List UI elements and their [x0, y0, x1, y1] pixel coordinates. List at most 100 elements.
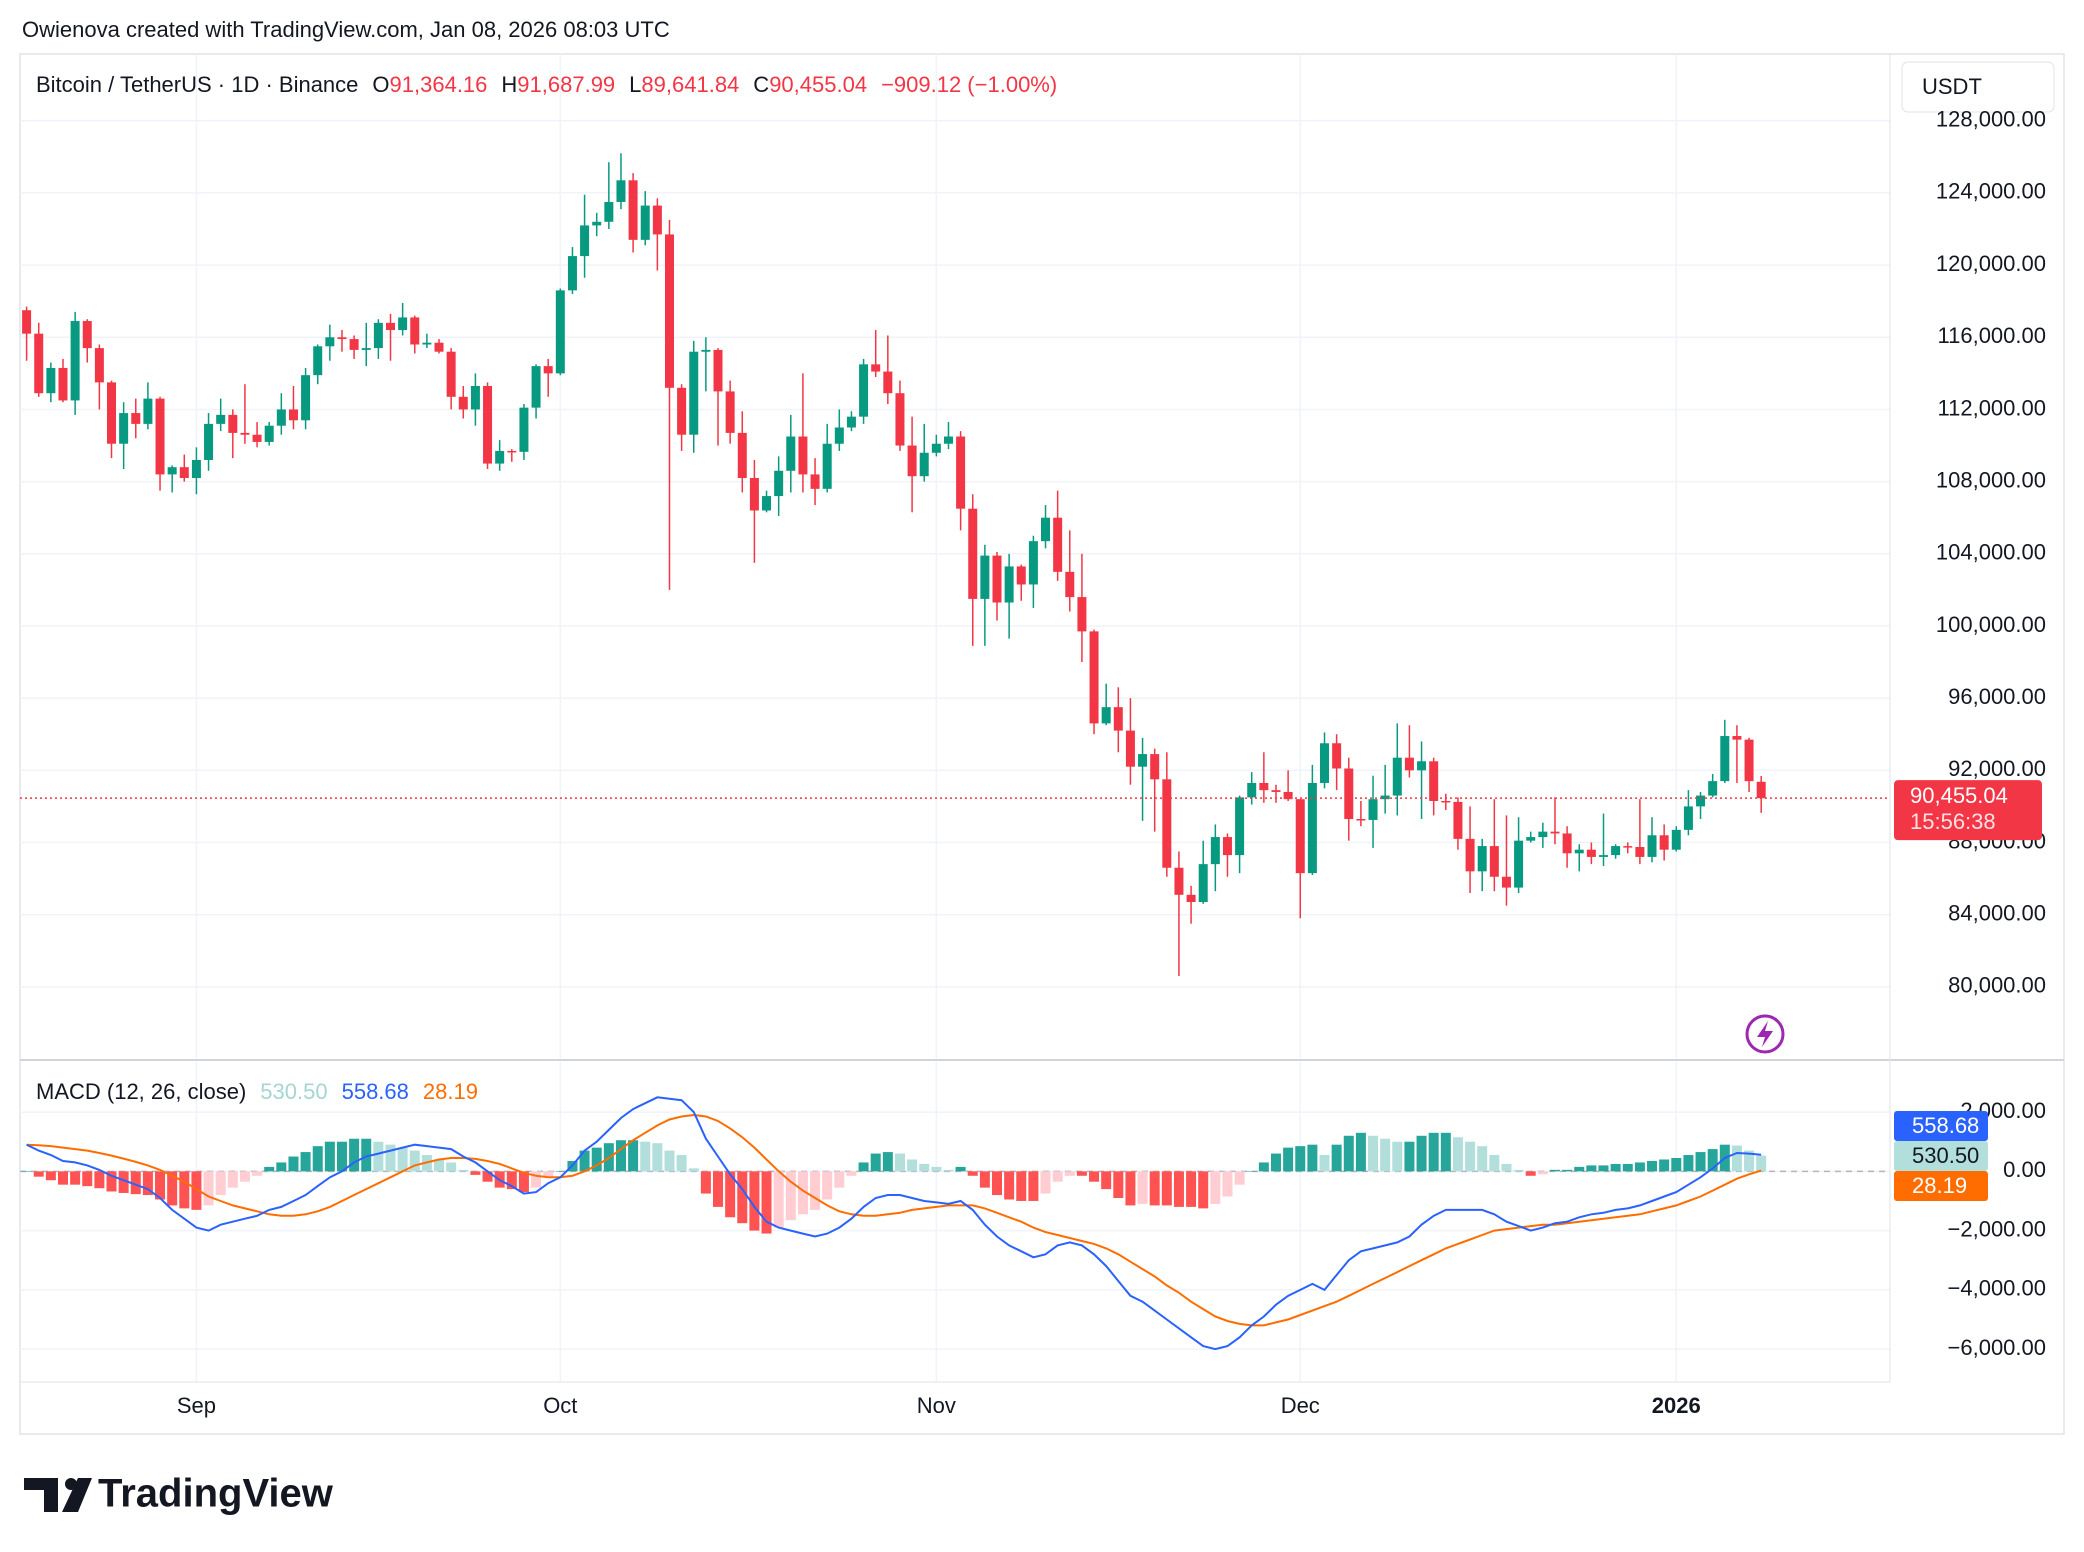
histogram-bar	[373, 1141, 384, 1172]
histogram-bar	[1125, 1171, 1136, 1206]
attribution: Owienova created with TradingView.com, J…	[22, 17, 670, 42]
candle-body	[313, 346, 323, 376]
currency[interactable]: USDT	[1922, 74, 1982, 99]
histogram-bar	[640, 1141, 651, 1172]
histogram-bar	[470, 1171, 481, 1175]
candle-body	[386, 322, 395, 331]
grid	[20, 54, 1890, 1382]
candle-body	[1550, 831, 1560, 834]
candle-body	[470, 385, 480, 410]
legend-key: O	[372, 72, 389, 97]
candle-body	[895, 393, 905, 446]
histogram-bar	[518, 1171, 529, 1193]
candle-body	[931, 443, 941, 453]
histogram-bar	[1222, 1171, 1233, 1197]
histogram-bar	[1404, 1141, 1415, 1172]
candle-body	[1065, 571, 1075, 598]
candle-body	[1271, 790, 1281, 792]
candle-body	[737, 432, 747, 479]
histogram-bar	[1501, 1163, 1512, 1172]
candle-body	[1077, 597, 1087, 632]
histogram-bar	[992, 1171, 1002, 1196]
x-tick-label: Sep	[177, 1393, 216, 1418]
brand: TradingView	[98, 1472, 334, 1516]
histogram-bar	[1392, 1141, 1403, 1172]
candle-body	[943, 436, 953, 444]
currency-button[interactable]	[1901, 61, 2055, 113]
candle-body	[495, 450, 505, 464]
candle-body	[1392, 757, 1402, 796]
candle-body	[58, 367, 68, 401]
histogram-bar	[1756, 1155, 1767, 1172]
histogram-bar	[1598, 1165, 1609, 1172]
candle-body	[580, 225, 590, 257]
histogram-bar	[1525, 1171, 1536, 1176]
histogram-bar	[1113, 1171, 1124, 1198]
histogram-bar	[1161, 1171, 1172, 1206]
histogram-bar	[810, 1171, 821, 1210]
candle-body	[22, 310, 32, 334]
last-price-box	[1894, 780, 2042, 841]
histogram-bar	[397, 1147, 408, 1172]
candle-body	[216, 414, 226, 424]
histogram-value: 530.50	[260, 1079, 327, 1104]
histogram-bar	[1307, 1144, 1318, 1172]
histogram-bar	[288, 1156, 299, 1172]
candle-body	[1526, 837, 1536, 841]
histogram-bar	[482, 1171, 493, 1182]
candle-body	[1053, 517, 1063, 572]
macd-value: 558.68	[342, 1079, 409, 1104]
candle-body	[1210, 837, 1220, 865]
candle-body	[1174, 867, 1184, 895]
histogram-bar	[45, 1171, 56, 1181]
candle-body	[167, 467, 177, 475]
snapshot-icon[interactable]	[1745, 1014, 1785, 1054]
value-label: 28.19	[1912, 1173, 1967, 1198]
histogram-bar	[591, 1147, 602, 1172]
candle-body	[446, 351, 456, 397]
histogram-bar	[700, 1171, 711, 1194]
candle-body	[1332, 743, 1342, 769]
candle-body	[592, 221, 602, 226]
candle-body	[1344, 768, 1354, 820]
candle-body	[1514, 840, 1524, 888]
candle-body	[483, 385, 493, 464]
candle-body	[1307, 782, 1317, 874]
histogram-bar	[82, 1171, 93, 1187]
histogram-bar	[725, 1171, 736, 1218]
histogram-bar	[1319, 1155, 1330, 1172]
histogram-bar	[1076, 1171, 1087, 1176]
candle-body	[652, 205, 662, 235]
candle-body	[1222, 837, 1232, 856]
candle-body	[1562, 833, 1572, 854]
candle-body	[1756, 781, 1766, 799]
histogram-bar	[1198, 1171, 1209, 1209]
histogram-bar	[1355, 1132, 1366, 1172]
histogram-bar	[1647, 1160, 1658, 1172]
candle-body	[774, 470, 784, 497]
legend-value: 89,641.84	[641, 72, 739, 97]
histogram-bar	[252, 1171, 263, 1176]
histogram-bar	[130, 1171, 141, 1195]
histogram-bar	[615, 1140, 626, 1172]
histogram-bar	[312, 1146, 323, 1172]
icon-bolt[interactable]	[1757, 1021, 1773, 1047]
candle-body	[240, 432, 250, 435]
histogram-bar	[1465, 1141, 1476, 1172]
histogram-bar	[1537, 1171, 1548, 1175]
candle-body	[1732, 736, 1742, 740]
histogram-bar	[882, 1152, 893, 1172]
candle-body	[1283, 791, 1293, 800]
candle-body	[1611, 846, 1621, 856]
histogram-bar	[118, 1171, 129, 1193]
candle-body	[798, 436, 808, 475]
histogram-bar	[1016, 1171, 1027, 1201]
histogram-bar	[155, 1171, 166, 1200]
candle-body	[907, 445, 917, 477]
candle-body	[1429, 761, 1439, 801]
candle-body	[398, 317, 408, 331]
macd-line	[26, 1096, 1762, 1351]
histogram-bar	[773, 1171, 784, 1228]
candle-body	[1113, 707, 1123, 731]
histogram-bar	[652, 1143, 663, 1172]
